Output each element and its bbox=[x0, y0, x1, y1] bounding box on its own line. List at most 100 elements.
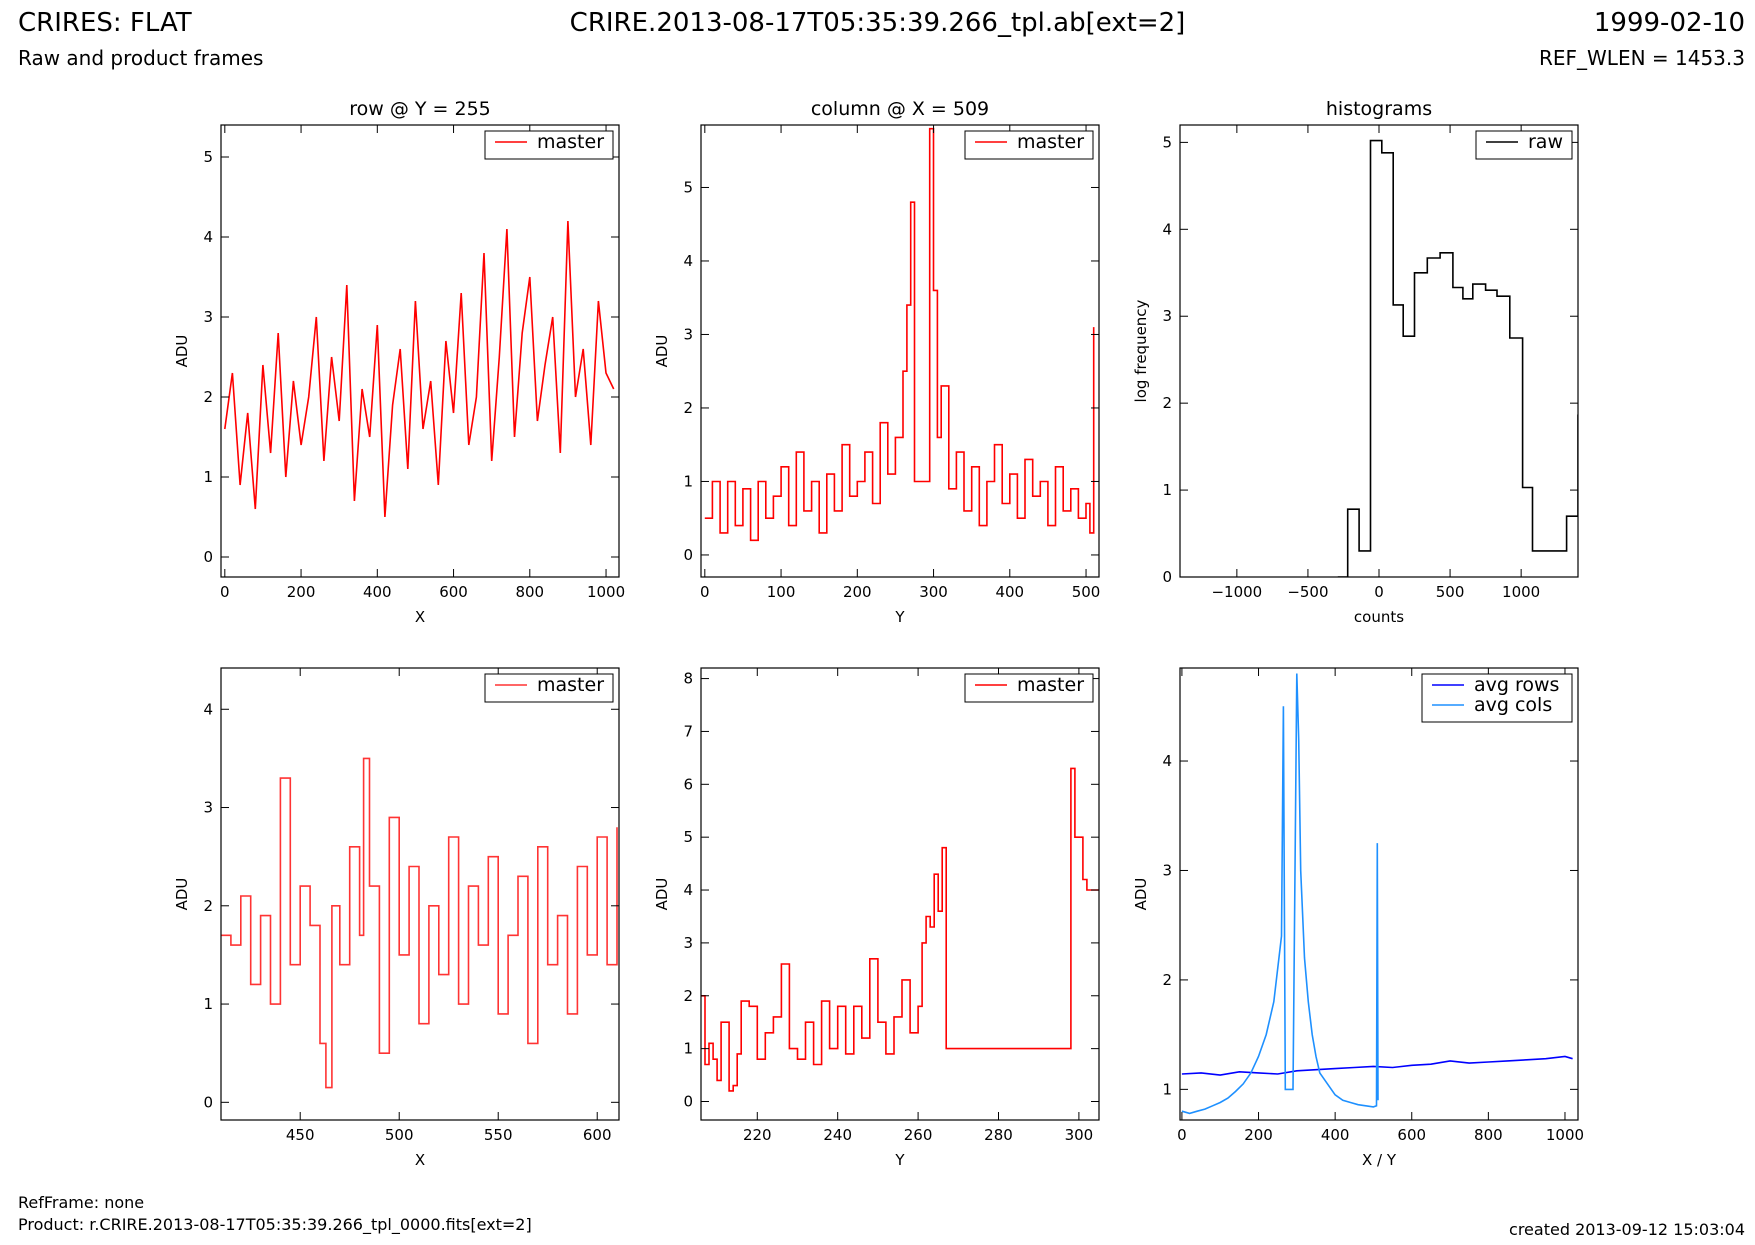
avg-plot-xtick-label: 400 bbox=[1321, 1126, 1350, 1144]
column-zoom-plot-point bbox=[921, 942, 923, 944]
column-plot-point bbox=[742, 488, 744, 490]
column-zoom-plot-point bbox=[933, 873, 935, 875]
histogram-plot-point bbox=[1347, 508, 1349, 510]
avg-plot-point bbox=[1300, 870, 1302, 872]
avg-plot-xtick-label: 0 bbox=[1177, 1126, 1187, 1144]
avg-plot-point bbox=[1219, 1102, 1221, 1104]
row-plot-point bbox=[254, 508, 256, 510]
row-zoom-plot-point bbox=[331, 905, 333, 907]
row-zoom-plot-legend bbox=[484, 673, 614, 703]
histogram-plot-ytick-label: 4 bbox=[1162, 220, 1172, 238]
column-plot-point bbox=[757, 481, 759, 483]
column-plot-legend-label: master bbox=[1017, 131, 1084, 153]
column-zoom-plot-point bbox=[925, 916, 927, 918]
avg-plot-point bbox=[1258, 1072, 1260, 1074]
row-zoom-plot-series-master bbox=[221, 757, 618, 1089]
column-plot-ylabel: ADU bbox=[653, 335, 671, 368]
column-zoom-plot-point bbox=[909, 1032, 911, 1034]
avg-plot-point bbox=[1212, 1105, 1214, 1107]
row-plot-point bbox=[597, 300, 599, 302]
histogram-plot-point bbox=[1452, 287, 1454, 289]
column-zoom-plot-point bbox=[869, 958, 871, 960]
row-zoom-plot-point bbox=[289, 964, 291, 966]
column-zoom-plot-point bbox=[941, 847, 943, 849]
avg-plot-point bbox=[1288, 1088, 1290, 1090]
column-plot-point bbox=[841, 444, 843, 446]
row-plot-ytick-label: 0 bbox=[203, 548, 213, 566]
column-plot-point bbox=[986, 481, 988, 483]
row-plot-frame bbox=[220, 124, 620, 578]
column-zoom-plot-series-master bbox=[701, 767, 1099, 1092]
row-plot-point bbox=[460, 292, 462, 294]
avg-plot-point bbox=[1315, 1069, 1317, 1071]
column-plot-point bbox=[849, 495, 851, 497]
row-zoom-plot-point bbox=[260, 915, 262, 917]
histogram-plot-legend-label: raw bbox=[1528, 131, 1563, 153]
avg-plot-point bbox=[1238, 1071, 1240, 1073]
avg-plot-point bbox=[1296, 673, 1298, 675]
column-plot-legend bbox=[964, 130, 1094, 160]
row-plot-point bbox=[376, 324, 378, 326]
row-plot-point bbox=[483, 252, 485, 254]
histogram-plot-point bbox=[1358, 550, 1360, 552]
column-zoom-plot-legend bbox=[964, 673, 1094, 703]
avg-plot-point bbox=[1298, 738, 1300, 740]
row-zoom-plot-ylabel: ADU bbox=[173, 878, 191, 911]
row-zoom-plot-ytick-label: 4 bbox=[203, 700, 213, 718]
row-plot-point bbox=[231, 372, 233, 374]
column-zoom-plot-point bbox=[716, 1079, 718, 1081]
column-plot-ytick-label: 2 bbox=[683, 399, 693, 417]
column-plot-point bbox=[1009, 473, 1011, 475]
avg-plot-point bbox=[1204, 1108, 1206, 1110]
row-plot-point bbox=[422, 428, 424, 430]
histogram-plot-point bbox=[1426, 257, 1428, 259]
row-zoom-plot-point bbox=[606, 964, 608, 966]
avg-plot-point bbox=[1564, 1056, 1566, 1058]
row-plot-ytick-label: 4 bbox=[203, 228, 213, 246]
row-plot-point bbox=[430, 380, 432, 382]
column-plot-xtick-label: 0 bbox=[700, 583, 710, 601]
row-zoom-plot-point bbox=[270, 1003, 272, 1005]
row-plot-point bbox=[498, 356, 500, 358]
histogram-plot-point bbox=[1485, 289, 1487, 291]
file-title: CRIRE.2013-08-17T05:35:39.266_tpl.ab[ext… bbox=[569, 8, 1186, 38]
avg-plot-point bbox=[1292, 1088, 1294, 1090]
avg-plot-point bbox=[1273, 1001, 1275, 1003]
avg-plot-point bbox=[1468, 1062, 1470, 1064]
column-plot-point bbox=[704, 517, 706, 519]
avg-plot-point bbox=[1572, 1058, 1574, 1060]
row-plot: 0 200 400 600 800 1000 0 1 2 3 4 5 row @ Y = 255 X ADU… bbox=[173, 98, 625, 626]
row-plot-point bbox=[346, 284, 348, 286]
row-zoom-plot-xlabel: X bbox=[415, 1151, 425, 1169]
column-zoom-plot-point bbox=[764, 1032, 766, 1034]
row-zoom-plot: 450 500 550 600 0 1 2 3 4 X ADU master bbox=[173, 667, 620, 1169]
avg-plot-point bbox=[1189, 1112, 1191, 1114]
row-zoom-plot-point bbox=[319, 1042, 321, 1044]
column-zoom-plot-point bbox=[756, 1058, 758, 1060]
row-zoom-plot-point bbox=[279, 777, 281, 779]
row-zoom-plot-xtick-label: 550 bbox=[484, 1126, 513, 1144]
row-plot-point bbox=[453, 412, 455, 414]
histogram-plot-point bbox=[1472, 283, 1474, 285]
row-plot-point bbox=[475, 396, 477, 398]
row-zoom-plot-point bbox=[497, 1013, 499, 1015]
column-zoom-plot-xtick-label: 220 bbox=[743, 1126, 772, 1144]
column-zoom-plot-point bbox=[821, 1000, 823, 1002]
row-plot-point bbox=[277, 332, 279, 334]
column-zoom-plot-xtick-label: 240 bbox=[823, 1126, 852, 1144]
column-plot-point bbox=[1055, 466, 1057, 468]
row-zoom-plot-point bbox=[527, 1042, 529, 1044]
row-zoom-plot-point bbox=[369, 885, 371, 887]
row-plot-xtick-label: 400 bbox=[363, 583, 392, 601]
column-zoom-plot-point bbox=[829, 1048, 831, 1050]
column-plot-point bbox=[887, 473, 889, 475]
column-plot-point bbox=[929, 128, 931, 130]
column-plot-point bbox=[803, 510, 805, 512]
row-plot-point bbox=[613, 388, 615, 390]
histogram-plot-point bbox=[1532, 550, 1534, 552]
histogram-plot-xtick-label: −1000 bbox=[1211, 583, 1262, 601]
row-plot-xtick-label: 800 bbox=[515, 583, 544, 601]
row-zoom-plot-point bbox=[299, 885, 301, 887]
row-zoom-plot-point bbox=[547, 964, 549, 966]
histogram-plot-point bbox=[1402, 335, 1404, 337]
